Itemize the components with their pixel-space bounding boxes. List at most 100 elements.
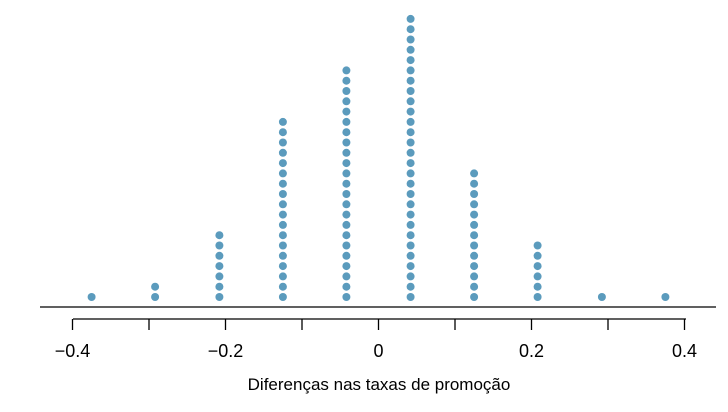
data-point <box>151 282 160 291</box>
data-point <box>278 262 287 271</box>
data-point <box>406 272 415 281</box>
data-point <box>342 76 351 85</box>
data-point <box>215 293 224 301</box>
data-point <box>533 262 542 271</box>
data-point <box>342 293 351 301</box>
data-point <box>470 169 479 178</box>
data-point <box>470 262 479 271</box>
data-point <box>342 107 351 116</box>
data-point <box>661 293 670 301</box>
data-point <box>406 66 415 75</box>
data-point <box>533 272 542 281</box>
data-point <box>406 56 415 65</box>
data-point <box>406 128 415 137</box>
data-point <box>406 159 415 168</box>
x-tick-label: 0 <box>373 341 383 361</box>
data-point <box>406 148 415 157</box>
data-point <box>278 190 287 198</box>
x-tick-label: 0.2 <box>519 341 544 361</box>
data-point <box>470 231 479 240</box>
data-point <box>278 128 287 137</box>
data-point <box>278 159 287 168</box>
data-point <box>278 169 287 178</box>
data-point <box>342 220 351 229</box>
data-point <box>533 282 542 291</box>
data-point <box>342 169 351 178</box>
data-point <box>215 262 224 271</box>
data-point <box>470 241 479 250</box>
data-point <box>470 251 479 260</box>
data-point <box>470 293 479 301</box>
data-point <box>342 272 351 281</box>
data-point <box>470 210 479 219</box>
dots-layer <box>87 14 670 301</box>
data-point <box>278 200 287 209</box>
data-point <box>342 138 351 147</box>
data-point <box>406 190 415 198</box>
data-point <box>406 241 415 250</box>
data-point <box>470 282 479 291</box>
data-point <box>406 231 415 240</box>
data-point <box>406 117 415 126</box>
data-point <box>342 210 351 219</box>
data-point <box>470 200 479 209</box>
data-point <box>406 87 415 95</box>
x-tick-label: 0.4 <box>672 341 697 361</box>
data-point <box>342 87 351 95</box>
x-tick-label: −0.4 <box>55 341 91 361</box>
data-point <box>278 231 287 240</box>
data-point <box>406 107 415 116</box>
data-point <box>406 169 415 178</box>
data-point <box>406 251 415 260</box>
data-point <box>406 76 415 85</box>
data-point <box>342 159 351 168</box>
data-point <box>342 97 351 106</box>
data-point <box>278 251 287 260</box>
data-point <box>406 35 415 44</box>
data-point <box>215 251 224 260</box>
data-point <box>342 128 351 137</box>
data-point <box>406 14 415 23</box>
data-point <box>406 210 415 219</box>
data-point <box>215 282 224 291</box>
data-point <box>342 241 351 250</box>
data-point <box>533 251 542 260</box>
data-point <box>278 241 287 250</box>
data-point <box>151 293 160 301</box>
data-point <box>406 293 415 301</box>
data-point <box>278 272 287 281</box>
data-point <box>406 282 415 291</box>
data-point <box>342 179 351 188</box>
data-point <box>87 293 96 301</box>
data-point <box>406 25 415 34</box>
data-point <box>342 66 351 75</box>
data-point <box>406 262 415 271</box>
data-point <box>406 220 415 229</box>
data-point <box>470 272 479 281</box>
data-point <box>215 231 224 240</box>
data-point <box>278 220 287 229</box>
data-point <box>406 179 415 188</box>
data-point <box>342 282 351 291</box>
x-tick-label: −0.2 <box>208 341 244 361</box>
data-point <box>597 293 606 301</box>
data-point <box>406 45 415 54</box>
data-point <box>533 241 542 250</box>
data-point <box>406 138 415 147</box>
data-point <box>342 148 351 157</box>
data-point <box>470 179 479 188</box>
data-point <box>342 262 351 271</box>
data-point <box>278 282 287 291</box>
data-point <box>470 220 479 229</box>
data-point <box>470 190 479 198</box>
data-point <box>342 231 351 240</box>
data-point <box>278 293 287 301</box>
data-point <box>342 117 351 126</box>
data-point <box>215 241 224 250</box>
data-point <box>278 148 287 157</box>
data-point <box>342 200 351 209</box>
x-axis-title: Diferenças nas taxas de promoção <box>248 375 511 394</box>
data-point <box>533 293 542 301</box>
data-point <box>406 97 415 106</box>
